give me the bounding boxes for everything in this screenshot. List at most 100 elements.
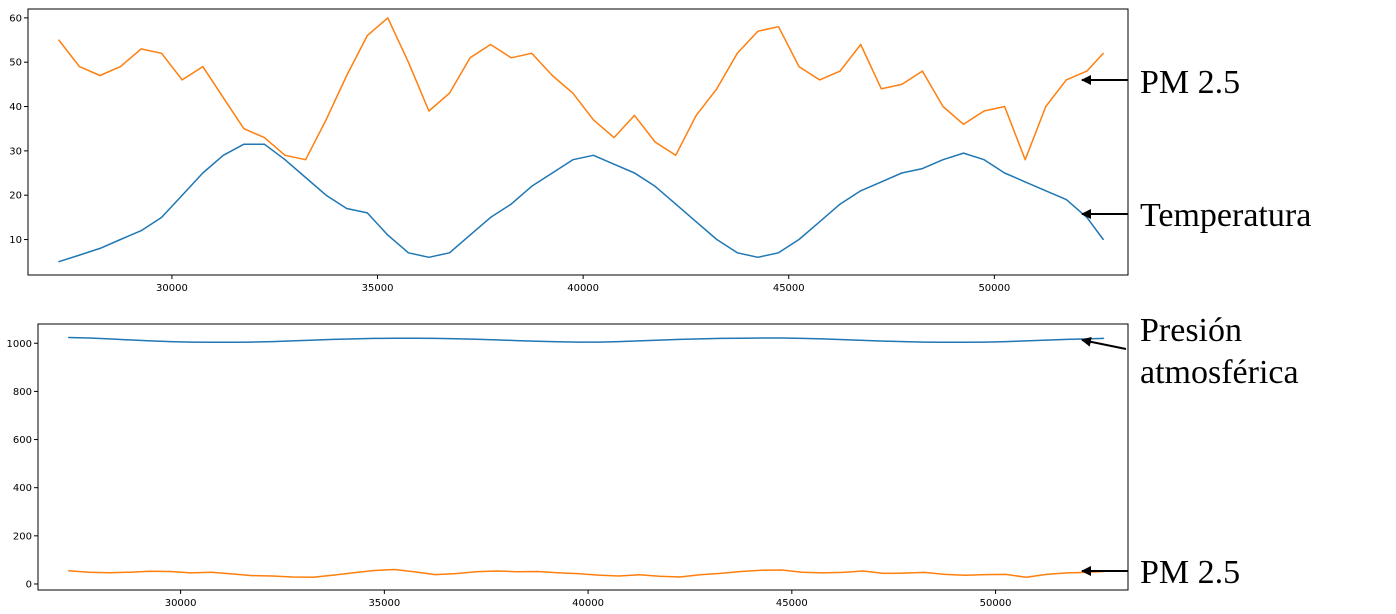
bottom-x-axis: 30000 35000 40000 45000 50000 <box>165 590 1012 609</box>
top-series-1-point <box>901 172 903 174</box>
top-series-1-point <box>551 172 553 174</box>
top-series-0-point <box>428 110 430 112</box>
bottom-series-1-point <box>516 571 518 573</box>
top-series-1-point <box>695 221 697 223</box>
top-series-1-point <box>736 252 738 254</box>
bottom-x-tick-label: 30000 <box>165 598 197 609</box>
bottom-series-1-point <box>597 574 599 576</box>
bottom-series-1-point <box>414 571 416 573</box>
bottom-series-1-point <box>190 572 192 574</box>
bottom-series-0-point <box>475 338 477 340</box>
top-series-1-point <box>119 238 122 241</box>
bottom-series-1-point <box>1066 572 1068 574</box>
bottom-series-0-point <box>801 337 803 339</box>
bottom-series-0-point <box>414 337 416 339</box>
bottom-series-0-point <box>781 337 783 339</box>
bottom-series-1-point <box>781 569 783 571</box>
top-series-0-point <box>942 105 944 108</box>
top-series-0-point <box>819 79 821 81</box>
bottom-series-1-point <box>760 569 762 571</box>
top-series-1-point <box>983 159 985 161</box>
top-series-1-point <box>448 252 451 254</box>
top-series-1-point <box>284 159 286 161</box>
top-series-0-point <box>1024 159 1026 161</box>
top-series-group <box>58 17 1104 263</box>
bottom-series-1-point <box>903 572 905 574</box>
top-series-0-point <box>181 79 183 81</box>
bottom-series-0-point <box>944 341 946 343</box>
bottom-series-0-point <box>88 337 90 339</box>
top-series-0-point <box>119 66 122 68</box>
annotations: PM 2.5 Temperatura Presión atmosférica P… <box>1081 64 1311 591</box>
top-series-0-point <box>695 114 697 116</box>
top-series-0-point <box>839 70 841 72</box>
top-series-1-point <box>1065 199 1067 201</box>
top-series-0-point <box>58 39 60 41</box>
bottom-series-line-1 <box>68 568 1104 578</box>
bottom-series-0-point <box>1066 338 1068 340</box>
top-series-0-point <box>592 119 595 121</box>
top-series-1-point <box>325 194 327 196</box>
bottom-series-1-point <box>658 575 661 577</box>
bottom-series-1-point <box>882 572 885 575</box>
top-series-0-point <box>490 43 492 46</box>
top-series-0-point <box>1102 52 1104 54</box>
top-series-0-point <box>346 74 348 77</box>
top-series-1-point <box>366 212 368 214</box>
label-top-pm: PM 2.5 <box>1140 64 1240 101</box>
top-series-0-point <box>921 70 924 72</box>
bottom-series-0-point <box>638 340 640 342</box>
top-series-1-point <box>942 159 944 161</box>
bottom-series-1-point <box>68 570 70 572</box>
bottom-series-0-point <box>1025 340 1027 342</box>
top-series-1-point <box>1086 216 1088 218</box>
top-series-1-point <box>243 143 245 145</box>
top-series-0-point <box>1045 105 1047 108</box>
bottom-series-1-point <box>984 574 987 576</box>
top-series-0-point <box>613 137 615 139</box>
arrow-bottom-presion <box>1081 336 1127 350</box>
bottom-series-1-point <box>923 571 925 574</box>
top-series-1-point <box>78 254 80 256</box>
bottom-x-tick-label: 35000 <box>368 598 400 609</box>
bottom-series-1-point <box>108 572 110 574</box>
top-series-0-point <box>880 88 882 90</box>
top-series-1-point <box>675 203 677 205</box>
bottom-x-tick-label: 40000 <box>572 598 604 609</box>
top-series-1-point <box>263 143 265 145</box>
bottom-series-0-point <box>1103 337 1105 339</box>
bottom-series-1-point <box>455 573 457 575</box>
top-x-axis: 30000 35000 40000 45000 50000 <box>156 275 1010 294</box>
bottom-series-0-point <box>556 341 559 343</box>
bottom-series-0-point <box>679 338 681 340</box>
top-x-tick-label: 45000 <box>773 283 805 294</box>
top-series-1-point <box>839 203 841 205</box>
bottom-x-tick-label: 45000 <box>776 598 808 609</box>
bottom-series-group <box>68 336 1105 578</box>
top-series-1-point <box>921 168 924 170</box>
top-series-0-point <box>325 119 327 121</box>
bottom-series-1-point <box>149 570 151 572</box>
top-series-1-point <box>202 172 204 174</box>
top-series-0-point <box>531 52 533 54</box>
bottom-x-tick-label: 50000 <box>980 598 1012 609</box>
bottom-series-0-point <box>251 341 253 343</box>
bottom-series-0-point <box>821 338 824 340</box>
label-bottom-pm: PM 2.5 <box>1140 554 1240 591</box>
top-series-0-point <box>716 88 718 90</box>
top-series-line-0 <box>58 17 1104 161</box>
bottom-series-1-point <box>210 571 212 573</box>
bottom-series-1-point <box>88 571 90 573</box>
top-series-0-point <box>469 57 471 59</box>
top-series-1-point <box>99 247 101 249</box>
top-series-1-point <box>716 238 718 241</box>
bottom-series-1-point <box>577 573 579 575</box>
top-y-axis: 10 20 30 40 50 60 <box>9 13 28 246</box>
top-series-0-point <box>78 66 80 68</box>
bottom-series-1-point <box>312 576 314 578</box>
bottom-series-1-point <box>699 574 701 576</box>
bottom-plot-frame <box>37 323 1129 591</box>
bottom-series-1-point <box>556 572 559 574</box>
bottom-series-0-point <box>231 341 233 343</box>
top-y-tick-label: 40 <box>9 102 22 113</box>
